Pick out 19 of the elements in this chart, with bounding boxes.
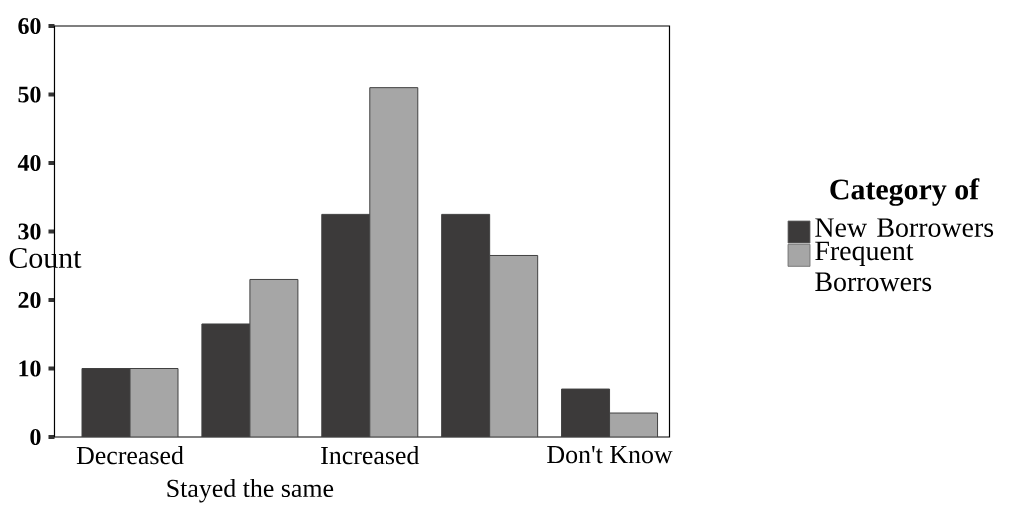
y-tick-label: 50 bbox=[18, 86, 41, 103]
bar bbox=[609, 412, 659, 437]
y-tick-label: 30 bbox=[18, 223, 41, 240]
legend-title: Category of bbox=[830, 178, 980, 206]
x-tick-label: Increased bbox=[321, 446, 420, 465]
y-tick-label: 10 bbox=[19, 360, 41, 377]
legend-label: Frequent Borrowers bbox=[815, 241, 932, 292]
x-tick-label: Stayed the same bbox=[167, 478, 334, 503]
bar bbox=[130, 368, 179, 437]
legend-label: New Borrowers bbox=[815, 218, 994, 237]
y-tick-label: 0 bbox=[30, 428, 41, 446]
bar bbox=[369, 87, 418, 437]
bar bbox=[489, 255, 538, 437]
x-tick-label: Don't Know bbox=[547, 446, 673, 464]
y-tick-label: 40 bbox=[17, 154, 41, 172]
x-tick-label: Decreased bbox=[76, 446, 184, 465]
y-tick-label: 20 bbox=[18, 291, 41, 309]
y-tick-label: 60 bbox=[18, 17, 41, 35]
bar bbox=[249, 279, 298, 437]
